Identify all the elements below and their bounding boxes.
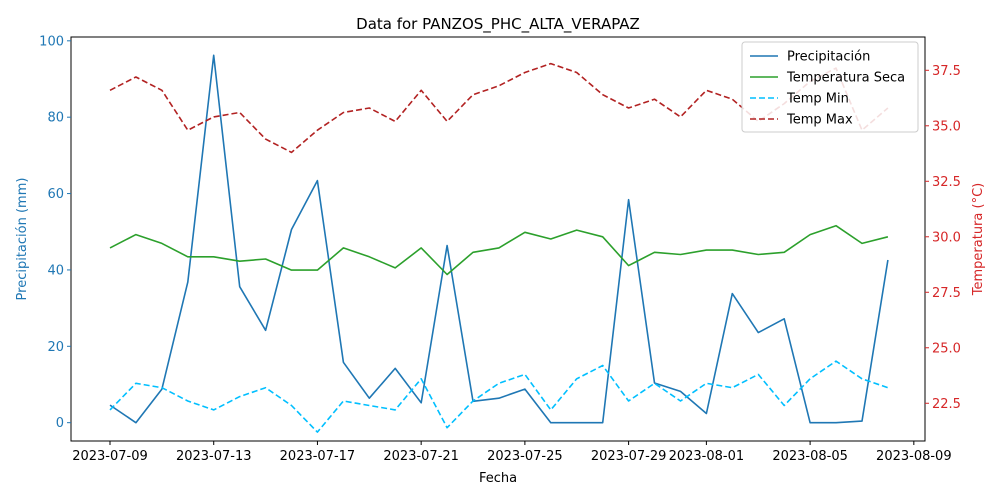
chart-title: Data for PANZOS_PHC_ALTA_VERAPAZ — [356, 15, 640, 34]
x-tick-label: 2023-08-05 — [772, 449, 848, 464]
legend: Precipitación Temperatura Seca Temp Min Tem… — [741, 41, 919, 133]
x-tick-label: 2023-07-21 — [383, 449, 459, 464]
y-left-tick-label: 80 — [47, 111, 64, 126]
y-left-tick-label: 0 — [56, 416, 64, 431]
axes-frame — [70, 36, 926, 442]
x-axis: 2023-07-09 2023-07-13 2023-07-17 2023-07-21… — [72, 441, 952, 464]
y-axis-left: 0 20 40 60 80 100 — [39, 34, 71, 431]
y-axis-left-title: Precipitación (mm) — [15, 178, 30, 301]
y-right-tick-label: 25.0 — [932, 341, 961, 356]
y-axis-right-title: Temperatura (°C) — [971, 183, 986, 296]
y-right-tick-label: 30.0 — [932, 230, 961, 245]
x-tick-label: 2023-07-25 — [487, 449, 563, 464]
legend-label: Temp Max — [786, 113, 853, 128]
legend-label: Temp Min — [786, 92, 849, 107]
legend-box — [741, 41, 919, 133]
y-right-tick-label: 37.5 — [932, 64, 961, 79]
y-left-tick-label: 100 — [39, 34, 64, 49]
y-right-tick-label: 27.5 — [932, 286, 961, 301]
y-right-tick-label: 32.5 — [932, 175, 961, 190]
x-tick-label: 2023-07-13 — [176, 449, 252, 464]
x-tick-label: 2023-07-29 — [591, 449, 667, 464]
x-tick-label: 2023-07-17 — [280, 449, 356, 464]
series-line-temperatura-seca — [109, 224, 889, 276]
y-left-tick-label: 20 — [47, 340, 64, 355]
y-left-tick-label: 60 — [47, 187, 64, 202]
x-axis-title: Fecha — [479, 471, 517, 486]
y-left-tick-label: 40 — [47, 263, 64, 278]
series-line-temp-min — [109, 360, 889, 433]
y-right-tick-label: 22.5 — [932, 397, 961, 412]
y-right-tick-label: 35.0 — [932, 119, 961, 134]
legend-label: Temperatura Seca — [786, 71, 905, 86]
x-tick-label: 2023-08-01 — [669, 449, 745, 464]
legend-label: Precipitación — [787, 50, 870, 65]
series-line-precipitacion — [109, 54, 889, 424]
plot-area — [109, 54, 889, 433]
x-tick-label: 2023-07-09 — [72, 449, 148, 464]
y-axis-right: 22.5 25.0 27.5 30.0 32.5 35.0 37.5 — [925, 64, 961, 412]
x-tick-label: 2023-08-09 — [876, 449, 952, 464]
